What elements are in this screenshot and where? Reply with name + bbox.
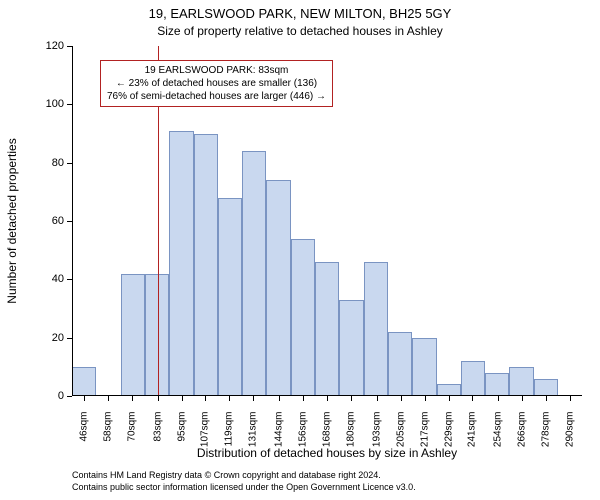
y-tick-mark [67,279,72,280]
chart-title-sub: Size of property relative to detached ho… [0,24,600,38]
footer-text: Contains HM Land Registry data © Crown c… [72,470,416,493]
histogram-bar [121,274,145,397]
x-tick-mark [522,396,523,401]
footer-line-2: Contains public sector information licen… [72,482,416,494]
x-tick-mark [546,396,547,401]
histogram-bar [72,367,96,396]
histogram-bar [534,379,558,397]
histogram-bar [169,131,193,396]
x-tick-mark [449,396,450,401]
y-axis-title: Number of detached properties [5,138,19,303]
y-tick-label: 100 [34,98,64,110]
x-tick-mark [108,396,109,401]
x-tick-mark [401,396,402,401]
x-axis-title: Distribution of detached houses by size … [72,446,582,460]
histogram-bar [266,180,290,396]
annotation-line-3: 76% of semi-detached houses are larger (… [107,90,326,103]
x-tick-mark [132,396,133,401]
x-tick-mark [84,396,85,401]
histogram-bar [461,361,485,396]
annotation-line-1: 19 EARLSWOOD PARK: 83sqm [107,64,326,77]
x-tick-mark [498,396,499,401]
x-tick-mark [205,396,206,401]
y-tick-label: 20 [34,332,64,344]
x-tick-mark [303,396,304,401]
histogram-bar [218,198,242,396]
y-tick-mark [67,221,72,222]
y-tick-mark [67,396,72,397]
histogram-bar [242,151,266,396]
histogram-bar [485,373,509,396]
y-tick-mark [67,338,72,339]
x-tick-mark [327,396,328,401]
histogram-bar [388,332,412,396]
x-tick-mark [182,396,183,401]
x-tick-mark [158,396,159,401]
y-tick-label: 40 [34,273,64,285]
y-axis-line [72,46,73,396]
annotation-line-2: ← 23% of detached houses are smaller (13… [107,77,326,90]
y-tick-label: 80 [34,157,64,169]
x-tick-mark [229,396,230,401]
y-tick-mark [67,163,72,164]
x-tick-mark [570,396,571,401]
histogram-bar [509,367,533,396]
y-tick-label: 120 [34,40,64,52]
x-tick-mark [472,396,473,401]
chart-container: 19, EARLSWOOD PARK, NEW MILTON, BH25 5GY… [0,0,600,500]
histogram-bar [339,300,363,396]
y-tick-label: 0 [34,390,64,402]
annotation-box: 19 EARLSWOOD PARK: 83sqm ← 23% of detach… [100,60,333,107]
x-tick-mark [351,396,352,401]
footer-line-1: Contains HM Land Registry data © Crown c… [72,470,416,482]
y-tick-label: 60 [34,215,64,227]
chart-title-main: 19, EARLSWOOD PARK, NEW MILTON, BH25 5GY [0,6,600,21]
histogram-bar [315,262,339,396]
histogram-bar [291,239,315,397]
x-tick-mark [425,396,426,401]
x-tick-mark [377,396,378,401]
x-tick-mark [253,396,254,401]
histogram-bar [412,338,436,396]
y-tick-mark [67,104,72,105]
histogram-bar [194,134,218,397]
y-tick-mark [67,46,72,47]
histogram-bar [364,262,388,396]
x-tick-mark [279,396,280,401]
